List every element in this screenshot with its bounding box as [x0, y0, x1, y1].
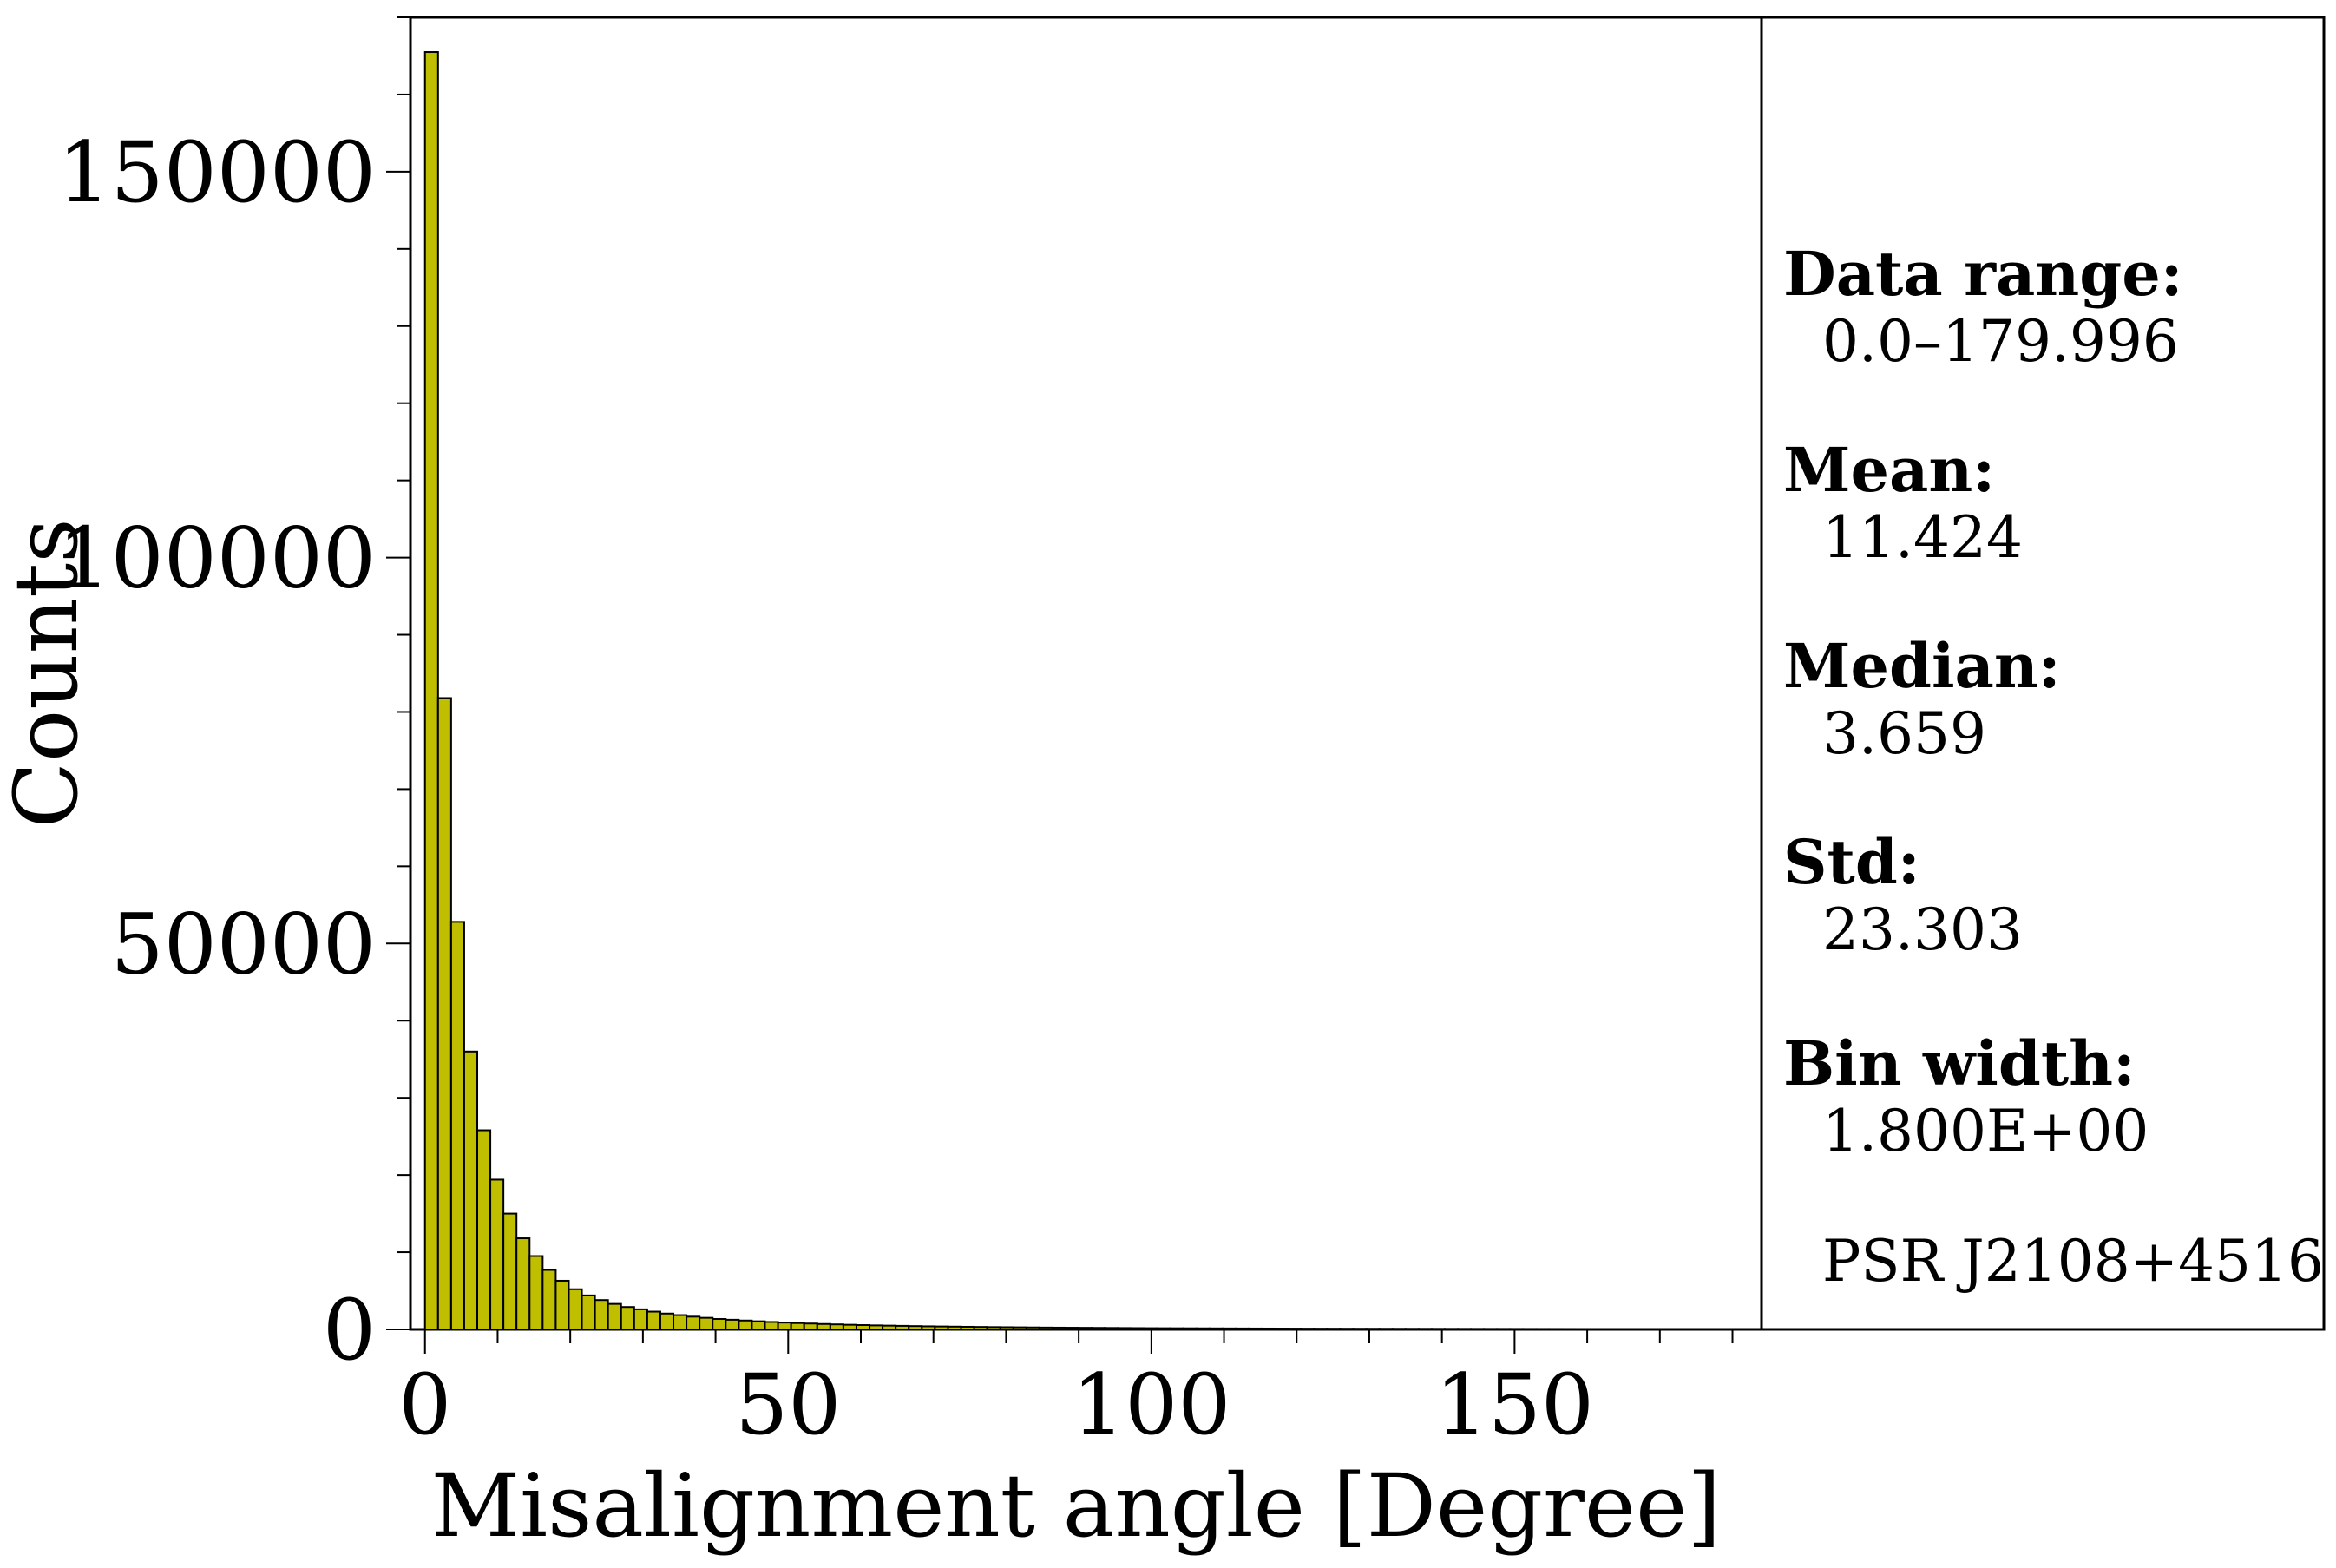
plot-area-frame [409, 16, 1763, 1331]
histogram-bar [882, 1324, 897, 1330]
histogram-bar [699, 1316, 714, 1330]
histogram-bar [986, 1326, 1001, 1331]
histogram-bar [1012, 1326, 1027, 1331]
histogram-bar [502, 1212, 518, 1331]
histogram-bar [541, 1269, 557, 1330]
std-value: 23.303 [1822, 896, 2023, 963]
std-label: Std: [1783, 826, 1920, 898]
stats-panel-frame [1760, 16, 2326, 1331]
histogram-bar [633, 1308, 648, 1330]
histogram-bar [489, 1178, 505, 1330]
histogram-bar [423, 51, 439, 1330]
bin-width-value: 1.800E+00 [1822, 1098, 2149, 1165]
histogram-bar [725, 1318, 740, 1330]
y-tick-label: 100000 [58, 510, 376, 607]
histogram-bar [646, 1310, 661, 1331]
y-axis-title: Counts [0, 518, 97, 828]
median-value: 3.659 [1822, 700, 1986, 767]
y-axis-ticks: 0 50000 100000 150000 [58, 16, 410, 1379]
bin-width-label: Bin width: [1783, 1027, 2136, 1099]
histogram-bar [686, 1315, 701, 1331]
mean-label: Mean: [1783, 434, 1995, 506]
mean-value: 11.424 [1822, 504, 2023, 571]
histogram-bars [423, 51, 1734, 1331]
histogram-bar [1065, 1327, 1080, 1331]
x-axis-title: Misalignment angle [Degree] [431, 1455, 1722, 1557]
histogram-bar [712, 1317, 727, 1330]
y-tick-label: 150000 [58, 124, 376, 221]
histogram-bar [1117, 1327, 1132, 1330]
histogram-bar [554, 1279, 570, 1330]
histogram-bar [1051, 1326, 1067, 1330]
histogram-bar [790, 1322, 805, 1330]
histogram-bar [973, 1326, 988, 1331]
histogram-bar [620, 1306, 635, 1330]
histogram-bar [659, 1312, 675, 1331]
histogram-bar [921, 1325, 936, 1331]
histogram-bar [436, 697, 452, 1330]
x-tick-label: 50 [735, 1356, 841, 1453]
histogram-bar [764, 1321, 779, 1331]
histogram-bar [568, 1288, 583, 1331]
histogram-bar [895, 1324, 910, 1330]
histogram-bar [463, 1050, 479, 1330]
histogram-bar [673, 1314, 688, 1331]
data-range-value: 0.0–179.996 [1822, 308, 2179, 375]
histogram-bar [1025, 1326, 1040, 1331]
histogram-bar [947, 1325, 962, 1330]
histogram-bar [515, 1237, 531, 1331]
histogram-bar [960, 1325, 975, 1330]
histogram-bar [1130, 1327, 1145, 1331]
histogram-bar [999, 1326, 1014, 1331]
histogram-bar [476, 1129, 492, 1330]
y-tick-label: 0 [323, 1282, 376, 1379]
source-label: PSR J2108+4516 [1822, 1228, 2324, 1295]
histogram-bar [855, 1324, 871, 1330]
histogram-bar [1091, 1327, 1106, 1331]
histogram-bar [449, 921, 465, 1331]
histogram-bar [777, 1322, 792, 1331]
x-axis-ticks: 0 50 100 150 [398, 1329, 1734, 1453]
x-tick-label: 100 [1072, 1356, 1230, 1453]
histogram-bar [1078, 1327, 1093, 1330]
x-tick-label: 0 [398, 1356, 451, 1453]
histogram-bar [816, 1322, 831, 1331]
histogram-bar [908, 1325, 923, 1331]
histogram-bar [934, 1325, 949, 1331]
histogram-bar [594, 1299, 609, 1331]
histogram-bar [803, 1322, 818, 1331]
histogram-bar [1038, 1326, 1053, 1330]
x-tick-label: 150 [1435, 1356, 1594, 1453]
histogram-bar [842, 1323, 857, 1331]
histogram-bar [607, 1302, 622, 1331]
histogram-bar [829, 1323, 844, 1331]
histogram-bar [528, 1255, 544, 1330]
data-range-label: Data range: [1783, 238, 2183, 310]
histogram-bar [751, 1320, 766, 1330]
y-tick-label: 50000 [111, 896, 376, 993]
histogram-bar [869, 1324, 884, 1330]
median-label: Median: [1783, 630, 2061, 702]
histogram-bar [1104, 1327, 1119, 1330]
histogram-bar [738, 1319, 753, 1330]
histogram-bar [581, 1294, 596, 1330]
